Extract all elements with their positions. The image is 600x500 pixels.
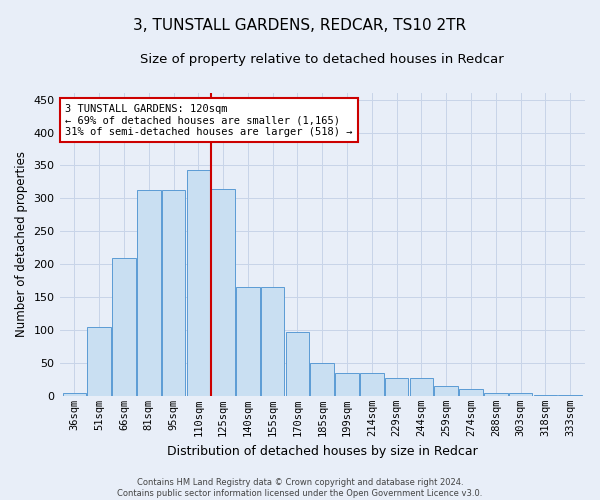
Bar (335, 373, 359, 396)
Title: Size of property relative to detached houses in Redcar: Size of property relative to detached ho… (140, 52, 504, 66)
Y-axis label: Number of detached properties: Number of detached properties (15, 152, 28, 338)
Bar (533, 394, 557, 396)
Bar (360, 373, 383, 396)
Bar (187, 170, 210, 396)
Bar (459, 390, 483, 396)
Bar (310, 363, 334, 396)
Bar (410, 378, 433, 396)
Bar (385, 378, 409, 396)
Bar (211, 188, 235, 396)
Text: 3, TUNSTALL GARDENS, REDCAR, TS10 2TR: 3, TUNSTALL GARDENS, REDCAR, TS10 2TR (133, 18, 467, 32)
X-axis label: Distribution of detached houses by size in Redcar: Distribution of detached houses by size … (167, 444, 478, 458)
Bar (286, 332, 309, 396)
Bar (559, 395, 582, 396)
Bar (112, 258, 136, 396)
Text: 3 TUNSTALL GARDENS: 120sqm
← 69% of detached houses are smaller (1,165)
31% of s: 3 TUNSTALL GARDENS: 120sqm ← 69% of deta… (65, 104, 352, 137)
Bar (434, 386, 458, 396)
Bar (137, 190, 161, 396)
Text: Contains HM Land Registry data © Crown copyright and database right 2024.
Contai: Contains HM Land Registry data © Crown c… (118, 478, 482, 498)
Bar (162, 190, 185, 396)
Bar (62, 392, 86, 396)
Bar (509, 392, 532, 396)
Bar (261, 288, 284, 396)
Bar (236, 288, 260, 396)
Bar (88, 327, 111, 396)
Bar (484, 392, 508, 396)
